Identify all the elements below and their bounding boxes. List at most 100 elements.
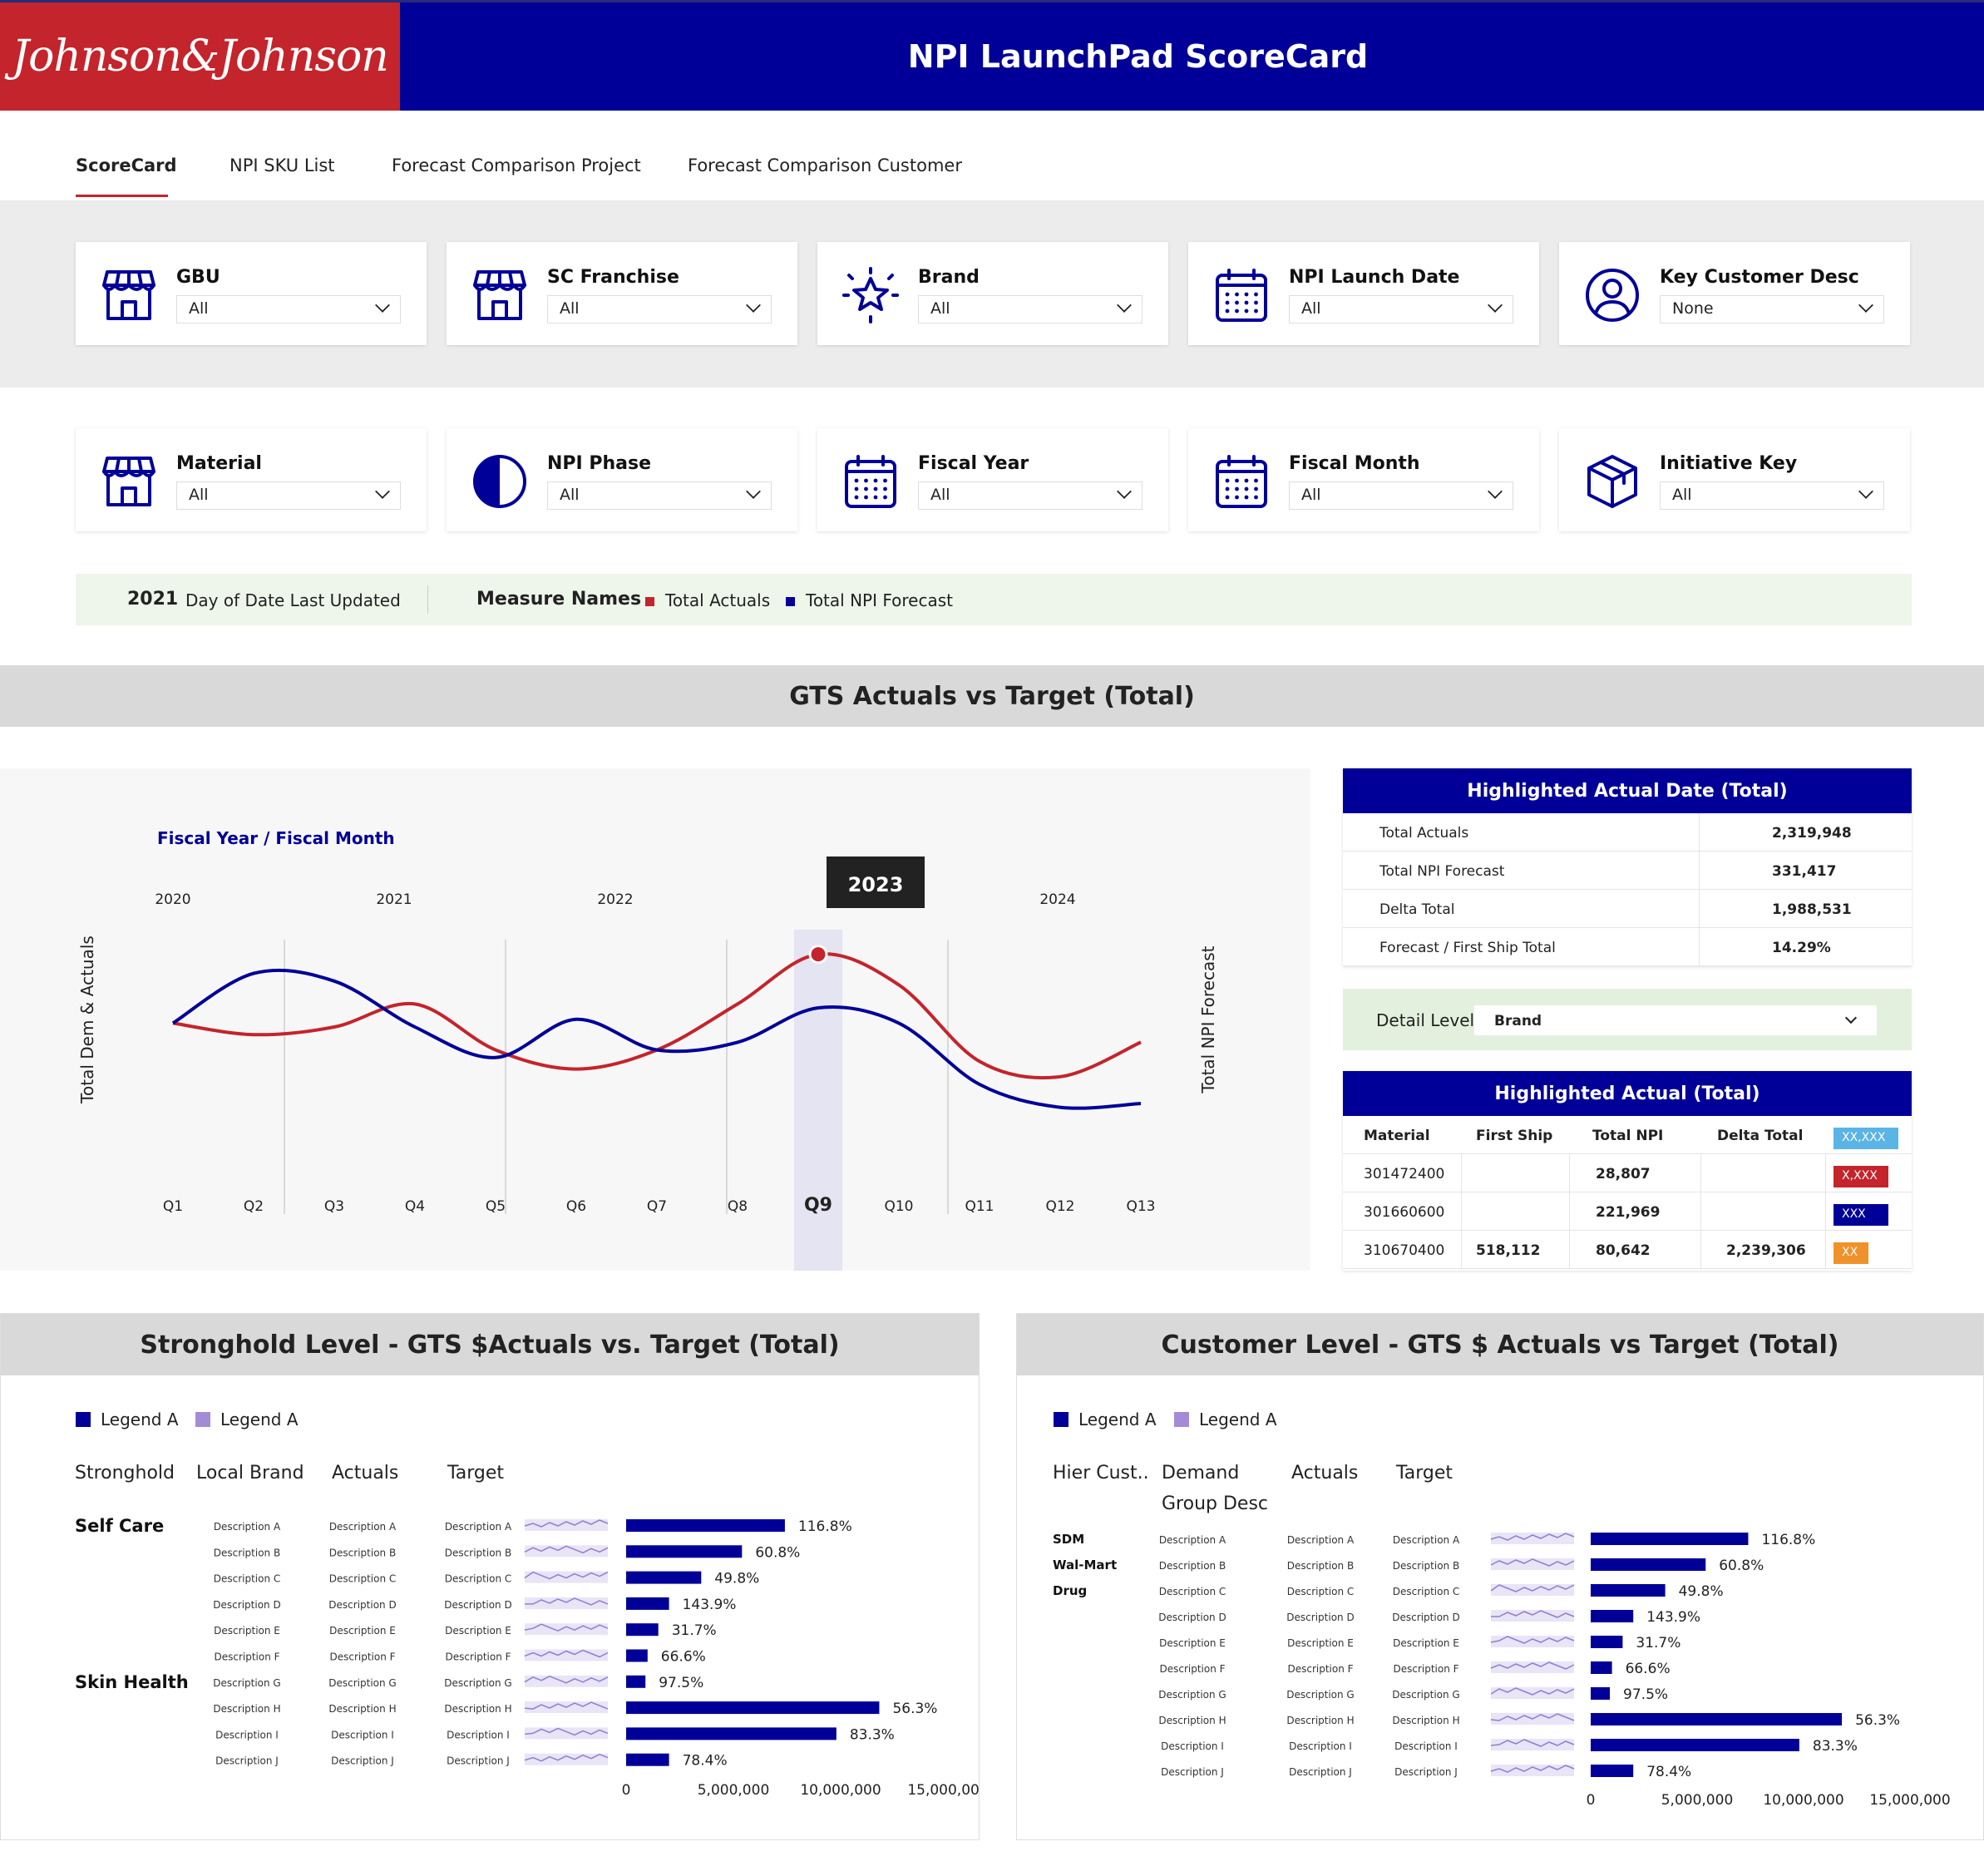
page-title: NPI LaunchPad ScoreCard (907, 38, 1369, 75)
customer-chart-svg: Legend A Legend A Hier Cust.. Demand Group D… (1053, 1409, 1951, 1809)
bar[interactable] (626, 1701, 880, 1715)
filter-dropdown[interactable]: All (176, 481, 401, 510)
x-tick-label: 0 (1587, 1792, 1596, 1809)
bar[interactable] (1591, 1713, 1843, 1725)
bar[interactable] (1591, 1765, 1634, 1777)
tab-npi-sku-list[interactable]: NPI SKU List (229, 156, 335, 175)
filter-npi-launch-date: NPI Launch Date All (1188, 242, 1539, 345)
description-text: Description F (1159, 1663, 1225, 1675)
legend-total-actuals[interactable]: Total Actuals (665, 590, 771, 610)
description-text: Description H (444, 1703, 511, 1715)
highlighted-date-title: Highlighted Actual Date (Total) (1343, 768, 1912, 813)
detail-level-value: Brand (1494, 1013, 1542, 1029)
tab-forecast-comparison-customer[interactable]: Forecast Comparison Customer (688, 156, 962, 175)
bar[interactable] (1591, 1661, 1612, 1674)
filter-dropdown[interactable]: All (547, 481, 772, 510)
tab-forecast-comparison-project[interactable]: Forecast Comparison Project (392, 156, 641, 175)
series-line-total-npi-forecast[interactable] (171, 968, 1142, 1110)
bar[interactable] (626, 1727, 837, 1740)
description-text: Description D (1158, 1612, 1226, 1623)
chevron-down-icon (375, 484, 390, 499)
sparkline (1490, 1558, 1575, 1567)
description-text: Description C (1393, 1586, 1460, 1597)
bar-value-label: 56.3% (1855, 1712, 1900, 1729)
status-tag: XXX (1833, 1204, 1888, 1226)
last-updated-year: 2021 (127, 589, 179, 610)
bar-value-label: 56.3% (892, 1701, 937, 1717)
table-row[interactable]: 301660600 221,969 XXX (1343, 1192, 1912, 1231)
bar[interactable] (1591, 1610, 1634, 1622)
bar-value-label: 83.3% (850, 1726, 895, 1743)
bar[interactable] (626, 1649, 648, 1662)
bar[interactable] (1591, 1636, 1623, 1648)
bar[interactable] (626, 1545, 743, 1558)
logo-text: Johnson&Johnson (12, 32, 389, 81)
description-text: Description B (214, 1547, 280, 1558)
sparkline-band (1491, 1558, 1574, 1570)
group-label: Wal-Mart (1053, 1558, 1117, 1572)
filter-dropdown[interactable]: All (1289, 481, 1513, 510)
table-row[interactable]: 310670400 518,112 80,642 2,239,306 XX (1343, 1231, 1912, 1269)
bar[interactable] (626, 1623, 659, 1637)
line-chart-svg: Fiscal Year / Fiscal Month 2020 2021 2022 20… (77, 828, 1218, 1271)
bar[interactable] (1591, 1687, 1611, 1700)
description-text: Description B (445, 1547, 511, 1558)
description-text: Description C (329, 1573, 397, 1585)
filter-key-customer-desc: Key Customer Desc None (1559, 242, 1910, 345)
divider (1700, 1192, 1701, 1231)
legend-label[interactable]: Legend A (220, 1409, 299, 1429)
bar[interactable] (626, 1675, 646, 1688)
x-tick-label: Q7 (647, 1198, 667, 1215)
calendar-icon (1213, 267, 1270, 323)
bar[interactable] (626, 1753, 669, 1766)
table-row[interactable]: 301472400 28,807 X,XXX (1343, 1154, 1912, 1192)
chevron-down-icon (375, 298, 390, 313)
filter-dropdown[interactable]: All (1660, 481, 1884, 510)
bar[interactable] (626, 1571, 702, 1584)
description-text: Description J (331, 1755, 394, 1767)
filter-dropdown[interactable]: None (1660, 295, 1884, 323)
x-tick-label: 15,000,000 (1869, 1792, 1950, 1809)
filter-dropdown[interactable]: All (547, 295, 772, 323)
description-text: Description G (328, 1677, 396, 1689)
filter-brand: Brand All (817, 242, 1168, 345)
legend-label[interactable]: Legend A (1078, 1409, 1157, 1429)
series-line-total-actuals[interactable] (172, 952, 1142, 1080)
bar[interactable] (1591, 1739, 1799, 1751)
bar[interactable] (626, 1597, 669, 1610)
filter-label: SC Franchise (547, 267, 679, 288)
divider (1569, 1192, 1570, 1231)
bar[interactable] (1591, 1558, 1706, 1571)
bar[interactable] (626, 1519, 785, 1532)
description-text: Description D (1286, 1612, 1354, 1623)
filter-dropdown[interactable]: All (918, 295, 1143, 323)
legend-swatch-actuals (645, 597, 654, 606)
filter-dropdown[interactable]: All (1289, 295, 1513, 323)
description-text: Description G (1158, 1689, 1226, 1701)
bar[interactable] (1591, 1533, 1749, 1545)
legend-swatch (195, 1412, 210, 1427)
highlighted-actual-title: Highlighted Actual (Total) (1343, 1071, 1912, 1116)
measure-names-label: Measure Names (476, 589, 642, 610)
chevron-down-icon (1488, 484, 1503, 499)
bar[interactable] (1591, 1584, 1666, 1597)
description-text: Description C (214, 1573, 281, 1585)
year-label: 2020 (155, 891, 190, 908)
legend-total-npi-forecast[interactable]: Total NPI Forecast (806, 590, 953, 610)
description-text: Description A (1159, 1534, 1226, 1546)
description-text: Description C (1287, 1586, 1355, 1597)
gts-section-title: GTS Actuals vs Target (Total) (0, 665, 1984, 727)
legend-label[interactable]: Legend A (101, 1409, 179, 1429)
filter-dropdown[interactable]: All (176, 295, 401, 323)
highlight-point[interactable] (808, 945, 828, 965)
bar-value-label: 31.7% (672, 1622, 717, 1639)
detail-level-dropdown[interactable]: Brand (1474, 1005, 1877, 1035)
tab-scorecard[interactable]: ScoreCard (76, 156, 177, 175)
filter-dropdown[interactable]: All (918, 481, 1143, 510)
description-text: Description I (1161, 1740, 1224, 1752)
divider (1461, 1154, 1462, 1192)
sparkline (524, 1571, 609, 1580)
description-text: Description C (1159, 1586, 1226, 1597)
brand-logo[interactable]: Johnson&Johnson (0, 2, 400, 111)
legend-label[interactable]: Legend A (1199, 1409, 1277, 1429)
